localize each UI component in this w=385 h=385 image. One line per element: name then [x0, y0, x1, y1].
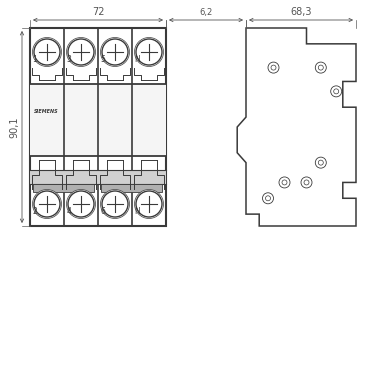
Text: 72: 72: [92, 7, 104, 17]
Circle shape: [318, 65, 323, 70]
Text: 2: 2: [32, 207, 37, 216]
Circle shape: [136, 39, 162, 65]
Circle shape: [334, 89, 339, 94]
Bar: [30, 84, 166, 156]
Circle shape: [68, 39, 94, 65]
Circle shape: [68, 191, 94, 217]
Circle shape: [263, 193, 273, 204]
Bar: [101, 184, 162, 192]
Circle shape: [34, 39, 60, 65]
Text: 5: 5: [100, 55, 105, 64]
Circle shape: [279, 177, 290, 188]
Text: SIEMENS: SIEMENS: [34, 109, 59, 114]
Circle shape: [301, 177, 312, 188]
Circle shape: [315, 157, 326, 168]
Bar: [30, 28, 166, 226]
Text: 1: 1: [32, 55, 37, 64]
Circle shape: [100, 37, 129, 67]
Circle shape: [32, 37, 62, 67]
Circle shape: [271, 65, 276, 70]
Text: 3: 3: [66, 55, 71, 64]
Circle shape: [318, 160, 323, 165]
Circle shape: [100, 189, 129, 219]
Circle shape: [134, 189, 164, 219]
Circle shape: [67, 37, 95, 67]
Circle shape: [331, 86, 342, 97]
Text: 4: 4: [66, 207, 71, 216]
Circle shape: [315, 62, 326, 73]
Text: 6: 6: [100, 207, 105, 216]
Circle shape: [102, 39, 128, 65]
Circle shape: [134, 37, 164, 67]
Circle shape: [266, 196, 271, 201]
Bar: [30, 170, 166, 184]
Text: 90,1: 90,1: [9, 116, 19, 138]
Polygon shape: [237, 28, 356, 226]
Text: N: N: [134, 55, 140, 64]
Text: 6,2: 6,2: [199, 8, 213, 17]
Circle shape: [32, 189, 62, 219]
Circle shape: [102, 191, 128, 217]
Circle shape: [282, 180, 287, 185]
Circle shape: [136, 191, 162, 217]
Text: 68,3: 68,3: [290, 7, 312, 17]
Text: N: N: [134, 207, 140, 216]
Circle shape: [67, 189, 95, 219]
Bar: [33, 184, 94, 192]
Circle shape: [268, 62, 279, 73]
Circle shape: [34, 191, 60, 217]
Circle shape: [304, 180, 309, 185]
